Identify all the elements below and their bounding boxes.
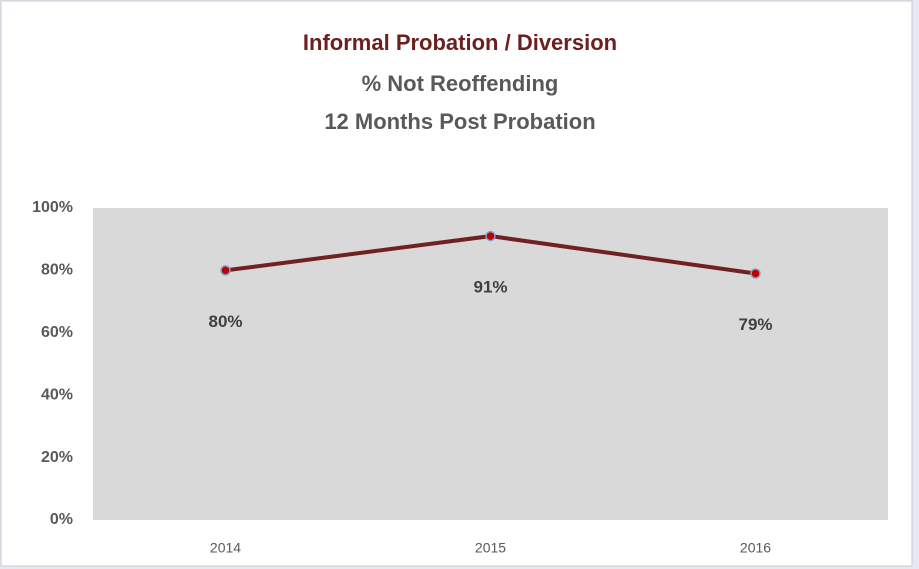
chart-title: Informal Probation / Diversion (303, 30, 617, 55)
y-tick-label: 80% (41, 262, 73, 279)
x-tick-label: 2014 (210, 540, 241, 556)
y-tick-label: 40% (41, 386, 73, 403)
x-tick-label: 2016 (740, 540, 771, 556)
marker (220, 265, 231, 276)
marker (485, 230, 496, 242)
data-label: 79% (738, 315, 772, 334)
y-tick-label: 100% (32, 199, 73, 216)
chart-subtitle: 12 Months Post Probation (324, 109, 595, 134)
plot-area (93, 208, 888, 520)
data-label: 80% (208, 312, 242, 331)
data-label: 91% (473, 278, 507, 297)
x-tick-label: 2015 (475, 540, 506, 556)
y-tick-label: 0% (50, 511, 73, 528)
y-tick-label: 20% (41, 449, 73, 466)
marker (750, 268, 761, 279)
chart-subtitle: % Not Reoffending (362, 71, 559, 96)
y-tick-label: 60% (41, 324, 73, 341)
